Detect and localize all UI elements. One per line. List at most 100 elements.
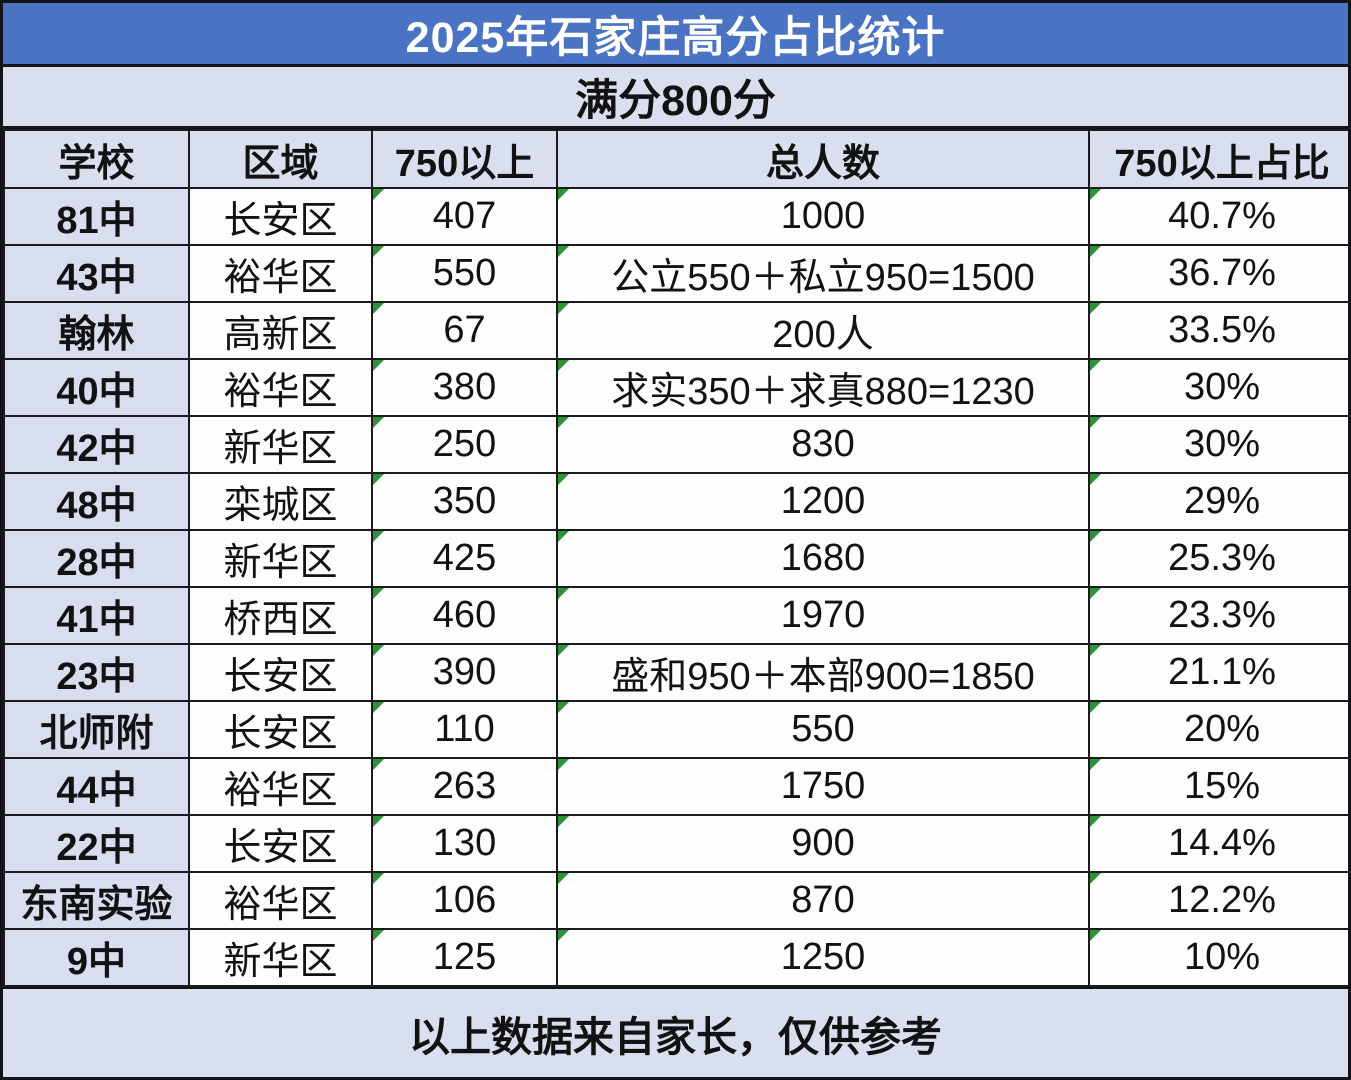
total-cell: 1970: [556, 586, 1090, 645]
above750-cell: 106: [371, 871, 558, 930]
excel-flag-icon: [374, 475, 384, 485]
cell-value: 200人: [772, 314, 874, 356]
footer-note: 以上数据来自家长，仅供参考: [3, 987, 1348, 1077]
region-cell: 新华区: [188, 415, 373, 474]
region-cell: 新华区: [188, 529, 373, 588]
excel-flag-icon: [374, 760, 384, 770]
cell-value: 425: [432, 537, 497, 579]
above750-cell: 425: [371, 529, 558, 588]
above750-cell: 407: [371, 187, 558, 246]
subtitle: 满分800分: [3, 67, 1348, 129]
excel-flag-icon: [1091, 931, 1101, 941]
cell-value: 67: [443, 309, 486, 351]
table-row: 43中 裕华区 550 公立550＋私立950=1500 36.7%: [3, 244, 1348, 303]
table-row: 48中 栾城区 350 1200 29%: [3, 472, 1348, 531]
table-row: 翰林 高新区 67 200人 33.5%: [3, 301, 1348, 360]
school-cell: 9中: [3, 928, 190, 987]
cell-value: 23.3%: [1168, 594, 1276, 636]
table-row: 东南实验 裕华区 106 870 12.2%: [3, 871, 1348, 930]
total-cell: 1680: [556, 529, 1090, 588]
above750-cell: 125: [371, 928, 558, 987]
above750-cell: 263: [371, 757, 558, 816]
cell-value: 12.2%: [1168, 879, 1276, 921]
cell-value: 29%: [1183, 480, 1261, 522]
cell-value: 110: [434, 708, 495, 750]
excel-flag-icon: [374, 304, 384, 314]
above750-cell: 380: [371, 358, 558, 417]
cell-value: 1200: [780, 480, 866, 522]
cell-value: 20%: [1183, 708, 1261, 750]
excel-flag-icon: [374, 532, 384, 542]
cell-value: 550: [432, 252, 497, 294]
cell-value: 390: [432, 651, 497, 693]
excel-flag-icon: [374, 247, 384, 257]
total-cell: 900: [556, 814, 1090, 873]
ratio-cell: 30%: [1088, 358, 1348, 417]
excel-flag-icon: [559, 190, 569, 200]
table-row: 44中 裕华区 263 1750 15%: [3, 757, 1348, 816]
total-cell: 200人: [556, 301, 1090, 360]
header-row: 学校 区域 750以上 总人数 750以上占比: [3, 129, 1348, 189]
excel-flag-icon: [559, 646, 569, 656]
cell-value: 1680: [780, 537, 866, 579]
excel-flag-icon: [559, 475, 569, 485]
region-cell: 栾城区: [188, 472, 373, 531]
cell-value: 350: [432, 480, 497, 522]
total-cell: 1250: [556, 928, 1090, 987]
excel-flag-icon: [1091, 475, 1101, 485]
excel-flag-icon: [1091, 418, 1101, 428]
school-cell: 东南实验: [3, 871, 190, 930]
column-header-above750: 750以上: [371, 129, 558, 189]
excel-flag-icon: [559, 760, 569, 770]
excel-flag-icon: [1091, 247, 1101, 257]
total-cell: 830: [556, 415, 1090, 474]
cell-value: 36.7%: [1168, 252, 1276, 294]
total-cell: 550: [556, 700, 1090, 759]
ratio-cell: 15%: [1088, 757, 1348, 816]
total-cell: 870: [556, 871, 1090, 930]
cell-value: 130: [432, 822, 497, 864]
ratio-cell: 20%: [1088, 700, 1348, 759]
excel-flag-icon: [374, 646, 384, 656]
cell-value: 125: [432, 936, 497, 978]
table-row: 41中 桥西区 460 1970 23.3%: [3, 586, 1348, 645]
region-cell: 裕华区: [188, 757, 373, 816]
table-row: 9中 新华区 125 1250 10%: [3, 928, 1348, 987]
excel-flag-icon: [374, 703, 384, 713]
cell-value: 870: [791, 879, 855, 921]
cell-value: 250: [432, 423, 497, 465]
excel-flag-icon: [559, 589, 569, 599]
above750-cell: 460: [371, 586, 558, 645]
cell-value: 40.7%: [1168, 195, 1276, 237]
table-row: 23中 长安区 390 盛和950＋本部900=1850 21.1%: [3, 643, 1348, 702]
excel-flag-icon: [1091, 532, 1101, 542]
cell-value: 盛和950＋本部900=1850: [611, 656, 1035, 698]
excel-flag-icon: [374, 589, 384, 599]
column-header-region: 区域: [188, 129, 373, 189]
excel-flag-icon: [559, 931, 569, 941]
school-cell: 41中: [3, 586, 190, 645]
excel-flag-icon: [1091, 589, 1101, 599]
region-cell: 长安区: [188, 643, 373, 702]
cell-value: 25.3%: [1168, 537, 1276, 579]
school-cell: 28中: [3, 529, 190, 588]
school-cell: 22中: [3, 814, 190, 873]
table-row: 北师附 长安区 110 550 20%: [3, 700, 1348, 759]
above750-cell: 130: [371, 814, 558, 873]
cell-value: 10%: [1183, 936, 1261, 978]
cell-value: 30%: [1183, 423, 1261, 465]
school-cell: 44中: [3, 757, 190, 816]
total-cell: 公立550＋私立950=1500: [556, 244, 1090, 303]
excel-flag-icon: [374, 361, 384, 371]
ratio-cell: 33.5%: [1088, 301, 1348, 360]
ratio-cell: 12.2%: [1088, 871, 1348, 930]
excel-flag-icon: [559, 418, 569, 428]
column-header-school: 学校: [3, 129, 190, 189]
region-cell: 裕华区: [188, 244, 373, 303]
table-row: 40中 裕华区 380 求实350＋求真880=1230 30%: [3, 358, 1348, 417]
ratio-cell: 10%: [1088, 928, 1348, 987]
above750-cell: 110: [371, 700, 558, 759]
above750-cell: 550: [371, 244, 558, 303]
excel-flag-icon: [374, 190, 384, 200]
region-cell: 裕华区: [188, 358, 373, 417]
